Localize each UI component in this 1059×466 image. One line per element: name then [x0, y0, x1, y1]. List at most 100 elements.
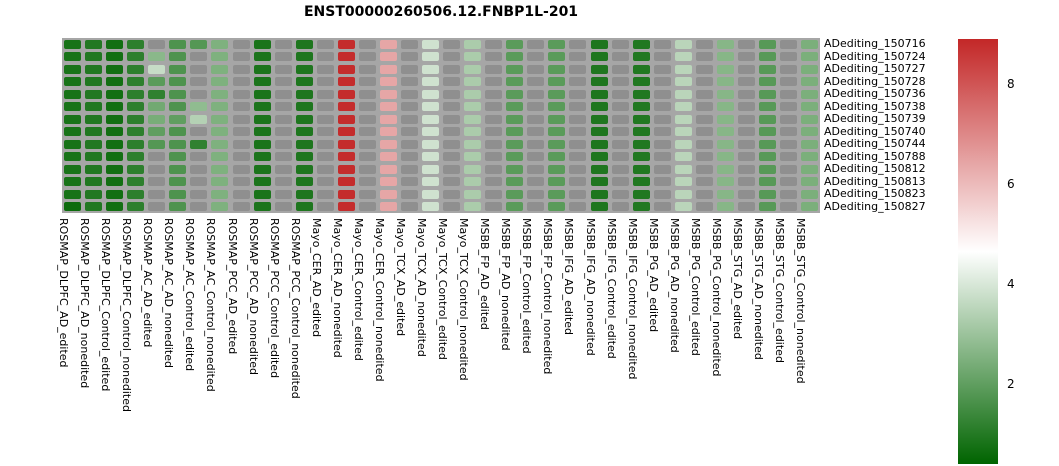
column-label: MSBB_PG_Control_edited [688, 218, 702, 356]
heatmap-cell [85, 127, 103, 137]
heatmap-cell [464, 127, 482, 137]
column-label: ROSMAP_AC_Control_nonedited [204, 218, 218, 392]
heatmap-cell [253, 102, 271, 112]
heatmap-cell [569, 89, 587, 99]
heatmap-cell [316, 39, 334, 49]
heatmap-cell [379, 139, 397, 149]
heatmap-cell [253, 139, 271, 149]
heatmap-cell [716, 89, 734, 99]
heatmap-cell [358, 177, 376, 187]
heatmap-cell [316, 77, 334, 87]
heatmap-cell [190, 189, 208, 199]
heatmap-cell [737, 39, 755, 49]
heatmap-cell [737, 164, 755, 174]
heatmap-cell [759, 52, 776, 62]
heatmap-cell [295, 77, 313, 87]
column-label: MSBB_PG_AD_nonedited [667, 218, 681, 353]
row-label: ADediting_150716 [824, 37, 926, 51]
heatmap-cell [190, 89, 208, 99]
heatmap-cell [695, 39, 713, 49]
column-label: MSBB_FP_Control_edited [520, 218, 534, 354]
heatmap-cell [190, 77, 208, 87]
heatmap-cell [64, 114, 82, 124]
heatmap-cell [127, 139, 145, 149]
heatmap-cell [253, 52, 271, 62]
heatmap-cell [653, 102, 671, 112]
heatmap-cell [632, 114, 650, 124]
heatmap-cell [527, 189, 545, 199]
heatmap-cell [759, 39, 776, 49]
column-label: ROSMAP_PCC_Control_edited [267, 218, 281, 379]
heatmap-cell [64, 64, 82, 74]
heatmap-cell [295, 177, 313, 187]
heatmap-cell [316, 139, 334, 149]
heatmap-cell [485, 52, 503, 62]
heatmap-cell [295, 202, 313, 212]
heatmap-cell [674, 202, 692, 212]
heatmap-cell [422, 64, 440, 74]
heatmap-cell [358, 164, 376, 174]
heatmap-cell [274, 89, 292, 99]
heatmap-cell [695, 114, 713, 124]
heatmap-cell [337, 77, 355, 87]
heatmap-cell [400, 52, 418, 62]
column-label: ROSMAP_DLPFC_AD_nonedited [78, 218, 92, 389]
heatmap-cell [737, 114, 755, 124]
heatmap-cell [801, 164, 819, 174]
heatmap-cell [85, 202, 103, 212]
heatmap-cell [106, 77, 124, 87]
heatmap-cell [127, 77, 145, 87]
heatmap-cell [569, 64, 587, 74]
row-label: ADediting_150827 [824, 199, 926, 213]
heatmap-cell [716, 127, 734, 137]
heatmap-cell [611, 102, 629, 112]
heatmap-cell [759, 152, 776, 162]
heatmap-cell [253, 164, 271, 174]
column-label: MSBB_STG_AD_edited [730, 218, 744, 340]
heatmap-cell [422, 52, 440, 62]
heatmap-cell [485, 77, 503, 87]
heatmap-cell [295, 39, 313, 49]
heatmap-cell [527, 39, 545, 49]
heatmap-cell [64, 164, 82, 174]
heatmap-cell [358, 139, 376, 149]
heatmap-cell [737, 127, 755, 137]
heatmap-cell [801, 127, 819, 137]
heatmap-cell [253, 202, 271, 212]
heatmap-cell [674, 127, 692, 137]
heatmap-cell [148, 77, 166, 87]
heatmap-cell [653, 139, 671, 149]
heatmap-cell [548, 114, 566, 124]
heatmap-cell [253, 152, 271, 162]
heatmap-cell [485, 164, 503, 174]
heatmap-cell [632, 177, 650, 187]
heatmap-cell [548, 52, 566, 62]
heatmap-cell [780, 52, 798, 62]
heatmap-cell [569, 202, 587, 212]
row-label: ADediting_150738 [824, 99, 926, 113]
heatmap-cell [379, 189, 397, 199]
heatmap-cell [695, 177, 713, 187]
heatmap-cell [737, 139, 755, 149]
heatmap-cell [716, 164, 734, 174]
heatmap-cell [674, 152, 692, 162]
heatmap-cell [759, 189, 776, 199]
heatmap-cell [295, 102, 313, 112]
heatmap-cell [211, 89, 229, 99]
column-label: MSBB_PG_AD_edited [646, 218, 660, 333]
heatmap-cell [127, 114, 145, 124]
heatmap-cell [611, 152, 629, 162]
heatmap-cell [464, 177, 482, 187]
heatmap-cell [548, 189, 566, 199]
heatmap-cell [653, 202, 671, 212]
heatmap-cell [464, 52, 482, 62]
heatmap-cell [506, 202, 524, 212]
heatmap-cell [548, 127, 566, 137]
heatmap-cell [611, 64, 629, 74]
heatmap-cell [422, 89, 440, 99]
heatmap-cell [759, 64, 776, 74]
heatmap-cell [695, 189, 713, 199]
heatmap-cell [379, 164, 397, 174]
heatmap-cell [85, 77, 103, 87]
heatmap-cell [358, 39, 376, 49]
